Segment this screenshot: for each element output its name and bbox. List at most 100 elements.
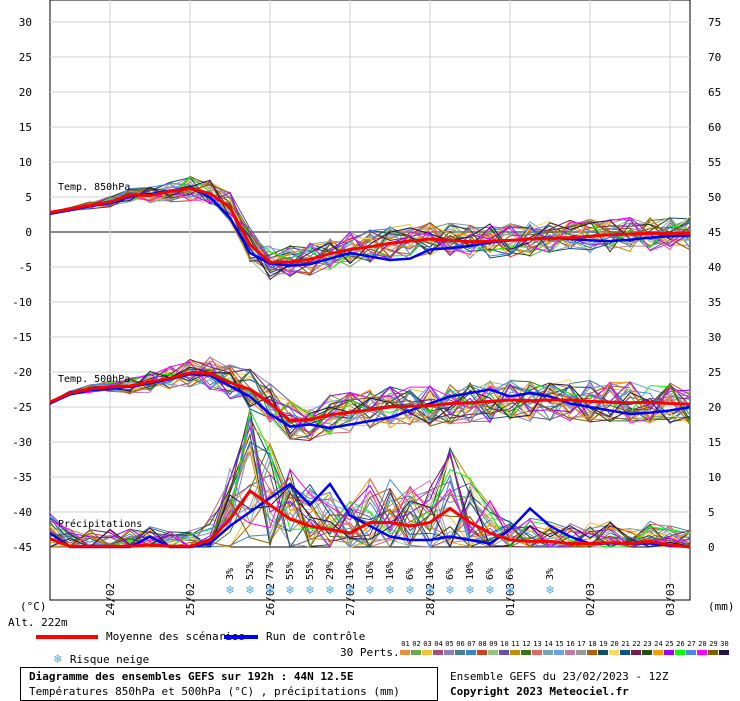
- pert-swatch: [499, 650, 509, 655]
- snow-risk-pct: 10%: [425, 562, 436, 580]
- pert-number: 23: [643, 640, 652, 648]
- right-tick-label: 35: [708, 296, 721, 309]
- right-tick-label: 10: [708, 471, 721, 484]
- pert-swatch: [576, 650, 586, 655]
- right-tick-label: 30: [708, 331, 721, 344]
- pert-number: 14: [544, 640, 553, 648]
- snow-risk-pct: 16%: [385, 562, 396, 580]
- pert-swatch: [433, 650, 443, 655]
- x-tick-label: 03/03: [664, 583, 677, 616]
- right-tick-label: 20: [708, 401, 721, 414]
- x-tick-label: 26/02: [264, 583, 277, 616]
- pert-swatch: [708, 650, 718, 655]
- pert-swatch: [664, 650, 674, 655]
- x-tick-label: 02/03: [584, 583, 597, 616]
- mean-swatch: [36, 634, 98, 639]
- left-tick-label: -10: [12, 296, 32, 309]
- left-tick-label: -20: [12, 366, 32, 379]
- snowflake-icon: ❄: [365, 583, 374, 598]
- snow-risk-pct: 3%: [225, 568, 236, 580]
- series-precip-line: [49, 488, 691, 549]
- pert-swatch: [532, 650, 542, 655]
- pert-number: 02: [412, 640, 421, 648]
- legend-control: Run de contrôle: [224, 630, 365, 643]
- pert-number: 19: [599, 640, 608, 648]
- pert-swatch: [455, 650, 465, 655]
- left-tick-label: -30: [12, 436, 32, 449]
- pert-number: 06: [456, 640, 465, 648]
- pert-number: 05: [445, 640, 454, 648]
- run-info: Ensemble GEFS du 23/02/2023 - 12Z: [450, 670, 669, 683]
- right-tick-label: 0: [708, 541, 715, 554]
- pert-number: 30: [720, 640, 729, 648]
- pert-swatch: [400, 650, 410, 655]
- pert-number: 04: [434, 640, 443, 648]
- snow-risk-pct: 52%: [245, 562, 256, 580]
- footer-box: Diagramme des ensembles GEFS sur 192h : …: [20, 667, 438, 701]
- pert-swatch: [488, 650, 498, 655]
- pert-swatch: [620, 650, 630, 655]
- left-tick-label: -45: [12, 541, 32, 554]
- right-unit-label: (mm): [708, 600, 735, 613]
- pert-precip-line: [49, 485, 691, 549]
- pert-t850-line: [49, 183, 691, 269]
- right-tick-label: 50: [708, 191, 721, 204]
- legend-mean-label: Moyenne des scénarios: [106, 630, 246, 643]
- left-tick-label: 0: [25, 226, 32, 239]
- x-tick-label: 27/02: [344, 583, 357, 616]
- left-tick-label: 15: [19, 121, 32, 134]
- pert-swatch: [554, 650, 564, 655]
- pert-t500-line: [49, 369, 691, 439]
- right-tick-label: 15: [708, 436, 721, 449]
- x-tick-label: 28/02: [424, 583, 437, 616]
- left-tick-label: 30: [19, 16, 32, 29]
- left-tick-label: -40: [12, 506, 32, 519]
- pert-number: 16: [566, 640, 575, 648]
- footer-title: Diagramme des ensembles GEFS sur 192h : …: [29, 670, 354, 683]
- control-swatch: [224, 634, 258, 639]
- pert-t850-line: [49, 179, 691, 278]
- x-tick-label: 01/03: [504, 583, 517, 616]
- perts-label: 30 Perts.: [340, 646, 400, 659]
- pert-swatch: [521, 650, 531, 655]
- left-tick-label: 25: [19, 51, 32, 64]
- left-tick-label: -35: [12, 471, 32, 484]
- t500-label: Temp. 500hPa: [58, 374, 130, 385]
- pert-number: 01: [401, 640, 410, 648]
- pert-number: 03: [423, 640, 432, 648]
- perturbation-legend: 01 02 03 04 05 06 07 08 09 10 11 12 13 14 15 16 17 18 19 20…: [400, 640, 740, 662]
- pert-precip-line: [49, 468, 691, 548]
- pert-number: 29: [709, 640, 718, 648]
- pert-number: 11: [511, 640, 520, 648]
- snow-risk-pct: 77%: [265, 562, 276, 580]
- series-t850-line: [49, 187, 690, 264]
- snowflake-icon: ❄: [285, 583, 294, 598]
- snow-risk-pct: 55%: [305, 562, 316, 580]
- pert-swatch: [444, 650, 454, 655]
- series-t500-line: [49, 371, 691, 422]
- pert-swatch: [609, 650, 619, 655]
- x-tick-label: 24/02: [104, 583, 117, 616]
- left-tick-label: 5: [25, 191, 32, 204]
- pert-number: 12: [522, 640, 531, 648]
- pert-swatch: [411, 650, 421, 655]
- snowflake-icon: ❄: [465, 583, 474, 598]
- pert-number: 10: [500, 640, 509, 648]
- snowflake-icon: ❄: [345, 583, 354, 598]
- right-tick-label: 65: [708, 86, 721, 99]
- pert-number: 27: [687, 640, 696, 648]
- pert-swatch: [697, 650, 707, 655]
- pert-number: 13: [533, 640, 542, 648]
- snow-risk-pct: 19%: [345, 562, 356, 580]
- pert-swatch: [642, 650, 652, 655]
- main-series: [49, 186, 691, 549]
- snowflake-icon: ❄: [445, 583, 454, 598]
- t850-label: Temp. 850hPa: [58, 182, 130, 193]
- legend-snow-label: Risque neige: [69, 653, 150, 666]
- pert-number: 20: [610, 640, 619, 648]
- series-precip-line: [49, 481, 691, 549]
- snow-risk-pct: 29%: [325, 562, 336, 580]
- left-tick-label: -15: [12, 331, 32, 344]
- x-tick-label: 25/02: [184, 583, 197, 616]
